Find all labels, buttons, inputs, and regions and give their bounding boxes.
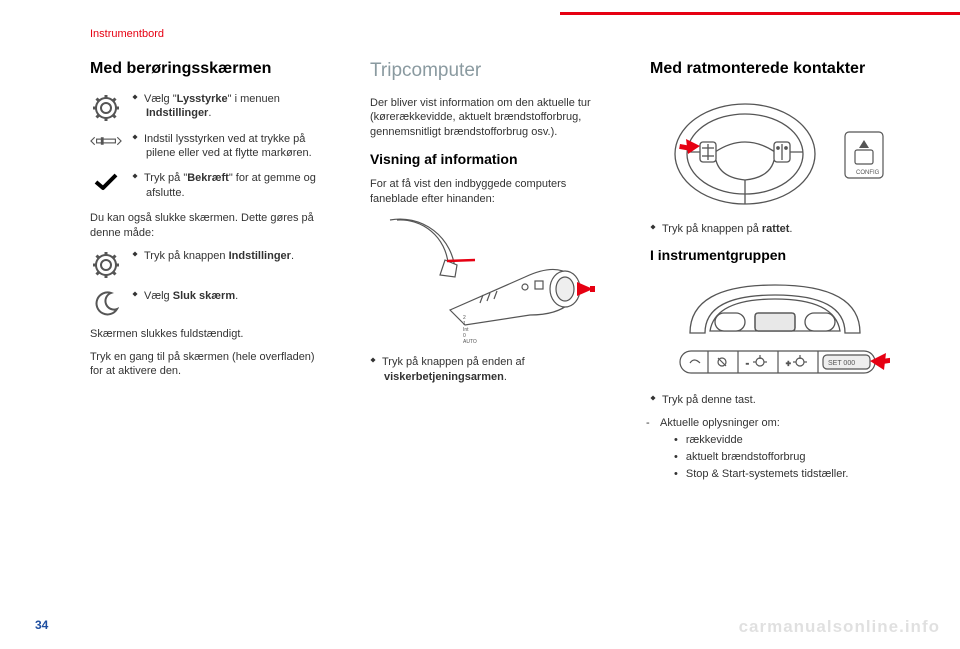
col2-subheading: Visning af information — [370, 150, 610, 169]
gear-icon — [90, 249, 122, 279]
col1-item-3: Tryk på "Bekræft" for at gemme og afslut… — [132, 171, 330, 201]
col3-item-1: Tryk på knappen på rattet. — [650, 222, 900, 237]
column-3: Med ratmonterede kontakter — [650, 58, 900, 619]
col3-item-2: Tryk på denne tast. — [650, 393, 900, 408]
steering-wheel-figure: CONFIG — [650, 92, 900, 212]
svg-text:+: + — [786, 359, 791, 368]
sublist-item: rækkevidde — [674, 433, 900, 448]
col2-heading: Tripcomputer — [370, 58, 610, 84]
col2-para-2: For at få vist den indbyggede computers … — [370, 177, 610, 207]
gear-icon — [90, 92, 122, 122]
col1-item-2: Indstil lysstyrken ved at trykke på pile… — [132, 132, 330, 162]
sublist-item: aktuelt brændstofforbrug — [674, 450, 900, 465]
col1-para-2a: Skærmen slukkes fuldstændigt. — [90, 327, 330, 342]
col2-para-1: Der bliver vist information om den aktue… — [370, 96, 610, 141]
svg-text:SET 000: SET 000 — [828, 360, 855, 367]
col1-para-1: Du kan også slukke skærmen. Dette gøres … — [90, 211, 330, 241]
breadcrumb: Instrumentbord — [90, 28, 164, 40]
col1-item-1: Vælg "Lysstyrke" i menuen Indstillinger. — [132, 92, 330, 122]
svg-text:-: - — [746, 359, 749, 368]
moon-icon — [90, 289, 122, 317]
column-1: Med berøringsskærmen — [90, 58, 330, 619]
check-icon — [90, 171, 122, 191]
col1-heading: Med berøringsskærmen — [90, 58, 330, 80]
svg-text:AUTO: AUTO — [463, 339, 477, 345]
wiper-stalk-figure: 2 1 Int 0 AUTO — [370, 215, 610, 345]
col3-subheading: I instrumentgruppen — [650, 246, 900, 265]
watermark: carmanualsonline.info — [739, 617, 940, 637]
svg-text:CONFIG: CONFIG — [856, 170, 880, 176]
page-number: 34 — [35, 618, 48, 632]
col3-sublist: Aktuelle oplysninger om: rækkevidde aktu… — [650, 416, 900, 481]
col1-para-2b: Tryk en gang til på skærmen (hele overfl… — [90, 350, 330, 380]
col3-heading: Med ratmonterede kontakter — [650, 58, 900, 80]
header-red-bar — [560, 12, 960, 15]
sublist-item: Stop & Start-systemets tidstæller. — [674, 467, 900, 482]
slider-icon — [90, 132, 122, 148]
col1-item-5: Vælg Sluk skærm. — [132, 289, 330, 304]
column-2: Tripcomputer Der bliver vist information… — [370, 58, 610, 619]
instrument-cluster-figure: - + SET 000 — [650, 273, 900, 383]
col1-item-4: Tryk på knappen Indstillinger. — [132, 249, 330, 264]
col2-item-1: Tryk på knappen på enden af viskerbetjen… — [370, 355, 610, 385]
